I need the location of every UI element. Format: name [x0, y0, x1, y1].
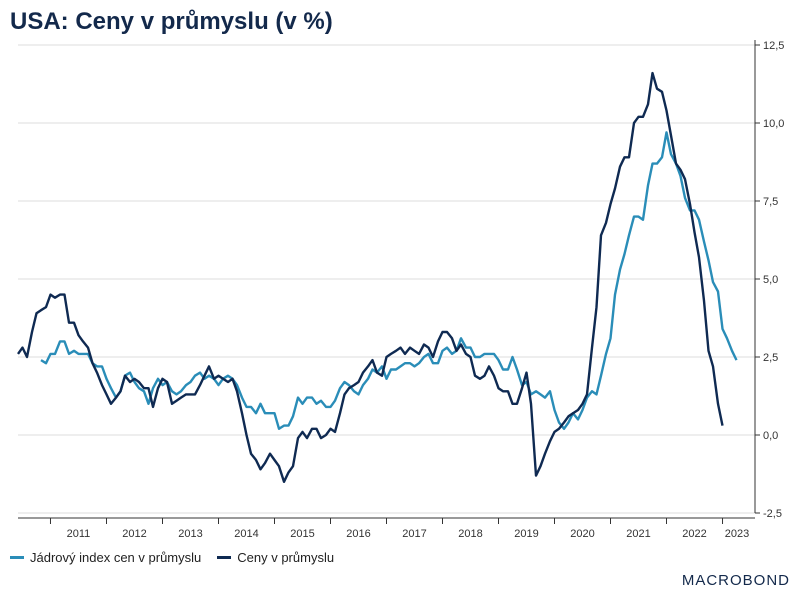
x-tick-label: 2019 — [514, 528, 538, 540]
series-layer — [17, 71, 738, 483]
y-tick-label: 5,0 — [763, 274, 778, 286]
x-tick-label: 2015 — [290, 528, 314, 540]
chart-title: USA: Ceny v průmyslu (v %) — [10, 8, 333, 35]
y-tick-label: 7,5 — [763, 196, 778, 208]
series-line-industrial-prices — [17, 71, 724, 483]
legend-item-core: Jádrový index cen v průmyslu — [10, 550, 201, 565]
legend-swatch-headline — [217, 556, 232, 559]
legend-swatch-core — [10, 556, 24, 559]
x-tick-label: 2023 — [725, 528, 749, 540]
x-tick-label: 2022 — [682, 528, 706, 540]
y-tick-label: 12,5 — [763, 40, 784, 52]
y-tick-label: -2,5 — [763, 508, 782, 520]
x-tick-label: 2020 — [570, 528, 594, 540]
x-tick-label: 2016 — [346, 528, 370, 540]
x-tick-label: 2021 — [626, 528, 650, 540]
y-tick-label: 2,5 — [763, 352, 778, 364]
grid-lines — [18, 44, 755, 514]
x-tick-label: 2013 — [178, 528, 202, 540]
x-axis-ticks: 2011 2012 2013 2014 2015 2016 2017 2018 2019 2020… — [49, 518, 749, 540]
x-tick-label: 2014 — [234, 528, 258, 540]
x-tick-label: 2017 — [402, 528, 426, 540]
legend-label-headline: Ceny v průmyslu — [237, 550, 335, 565]
x-tick-label: 2012 — [122, 528, 146, 540]
macrobond-logo: MACROBOND — [681, 572, 790, 589]
legend-item-headline: Ceny v průmyslu — [217, 550, 334, 565]
legend: Jádrový index cen v průmyslu Ceny v prům… — [10, 550, 334, 565]
legend-label-core: Jádrový index cen v průmyslu — [30, 550, 202, 565]
y-tick-label: 0,0 — [763, 430, 778, 442]
x-tick-label: 2011 — [67, 528, 91, 540]
y-axis-ticks: 12,5 10,0 7,5 5,0 2,5 0,0 -2,5 — [755, 40, 784, 520]
series-line-core-industrial-prices — [40, 131, 738, 430]
y-tick-label: 10,0 — [763, 118, 784, 130]
x-tick-label: 2018 — [458, 528, 482, 540]
